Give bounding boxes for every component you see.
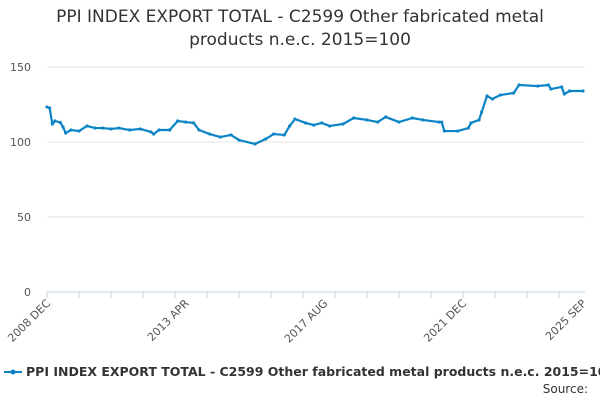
series-line	[46, 83, 583, 146]
data-point	[45, 105, 49, 109]
data-point	[168, 128, 172, 132]
y-tick-label: 0	[24, 286, 31, 299]
data-point	[237, 138, 241, 142]
data-point	[477, 118, 481, 122]
data-point	[581, 89, 585, 93]
data-point	[384, 115, 388, 119]
data-point	[69, 128, 73, 132]
data-point	[466, 126, 470, 130]
data-point	[293, 117, 297, 121]
data-point	[253, 142, 257, 146]
data-point	[440, 120, 444, 124]
data-point	[480, 110, 484, 114]
data-point	[546, 83, 550, 87]
chart-title-line-1: PPI INDEX EXPORT TOTAL - C2599 Other fab…	[56, 7, 544, 27]
x-tick-label: 2008 DEC	[5, 297, 53, 345]
x-tick-label: 2021 DEC	[421, 297, 469, 345]
data-point	[288, 124, 292, 128]
data-point	[328, 124, 332, 128]
x-tick-label: 2017 AUG	[282, 297, 331, 346]
data-point	[152, 132, 156, 136]
legend-label: PPI INDEX EXPORT TOTAL - C2599 Other fab…	[26, 364, 600, 379]
data-point	[50, 122, 54, 126]
data-point	[469, 121, 473, 125]
data-point	[456, 129, 460, 133]
data-point	[352, 116, 356, 120]
data-point	[512, 91, 516, 95]
data-point	[184, 120, 188, 124]
chart-title: PPI INDEX EXPORT TOTAL - C2599 Other fab…	[0, 6, 600, 52]
data-point	[157, 128, 161, 132]
data-point	[61, 125, 65, 129]
y-tick-label: 50	[17, 211, 31, 224]
data-point	[85, 124, 89, 128]
data-point	[498, 93, 502, 97]
data-point	[376, 120, 380, 124]
data-point	[53, 119, 57, 123]
data-point	[117, 126, 121, 130]
y-tick-label: 100	[10, 136, 31, 149]
data-point	[341, 122, 345, 126]
data-point	[192, 121, 196, 125]
data-point	[437, 120, 441, 124]
data-point	[568, 89, 572, 93]
chart-title-line-2: products n.e.c. 2015=100	[189, 30, 411, 50]
x-tick-label: 2013 APR	[145, 297, 192, 344]
data-point	[320, 121, 324, 125]
data-point	[562, 92, 566, 96]
data-point	[264, 137, 268, 141]
data-point	[176, 119, 180, 123]
legend[interactable]: PPI INDEX EXPORT TOTAL - C2599 Other fab…	[4, 364, 600, 379]
data-point	[77, 129, 81, 133]
data-point	[536, 84, 540, 88]
legend-marker-icon	[4, 369, 22, 374]
x-tick-label: 2025 SEP	[543, 297, 589, 343]
data-point	[312, 123, 316, 127]
data-point	[485, 94, 489, 98]
data-point	[93, 126, 97, 130]
data-point	[365, 118, 369, 122]
data-point	[490, 97, 494, 101]
data-point	[197, 128, 201, 132]
data-point	[138, 127, 142, 131]
data-point	[421, 118, 425, 122]
data-point	[229, 133, 233, 137]
data-point	[560, 85, 564, 89]
data-point	[282, 133, 286, 137]
data-point	[218, 135, 222, 139]
data-point	[304, 121, 308, 125]
data-point	[272, 132, 276, 136]
data-point	[208, 132, 212, 136]
data-point	[442, 129, 446, 133]
data-point	[549, 87, 553, 91]
data-point	[517, 83, 521, 87]
data-point	[128, 128, 132, 132]
data-point	[101, 126, 105, 130]
data-point	[58, 120, 62, 125]
y-tick-label: 150	[10, 61, 31, 74]
data-point	[410, 116, 414, 120]
data-point	[109, 127, 113, 131]
data-point	[149, 130, 153, 134]
data-point	[397, 120, 401, 124]
data-point	[48, 106, 52, 110]
source-label: Source:	[542, 382, 588, 396]
data-point	[64, 131, 68, 135]
